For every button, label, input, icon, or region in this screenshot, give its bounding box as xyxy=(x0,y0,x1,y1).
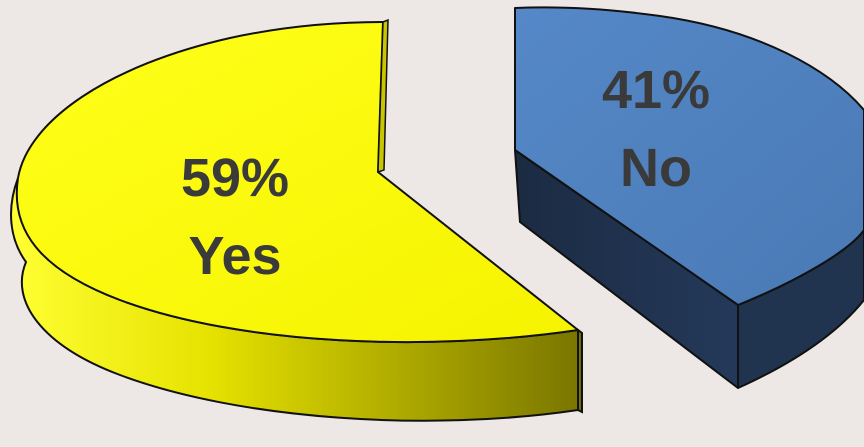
label-no-percent: 41% xyxy=(602,60,710,120)
slice-no-top xyxy=(514,6,864,306)
label-yes-name: Yes xyxy=(188,226,281,286)
slice-yes xyxy=(10,18,583,422)
label-no-name: No xyxy=(620,138,692,198)
label-yes-percent: 59% xyxy=(181,148,289,208)
slice-no xyxy=(514,6,864,389)
slice-yes-cut xyxy=(577,328,583,414)
slice-yes-top xyxy=(15,21,579,344)
